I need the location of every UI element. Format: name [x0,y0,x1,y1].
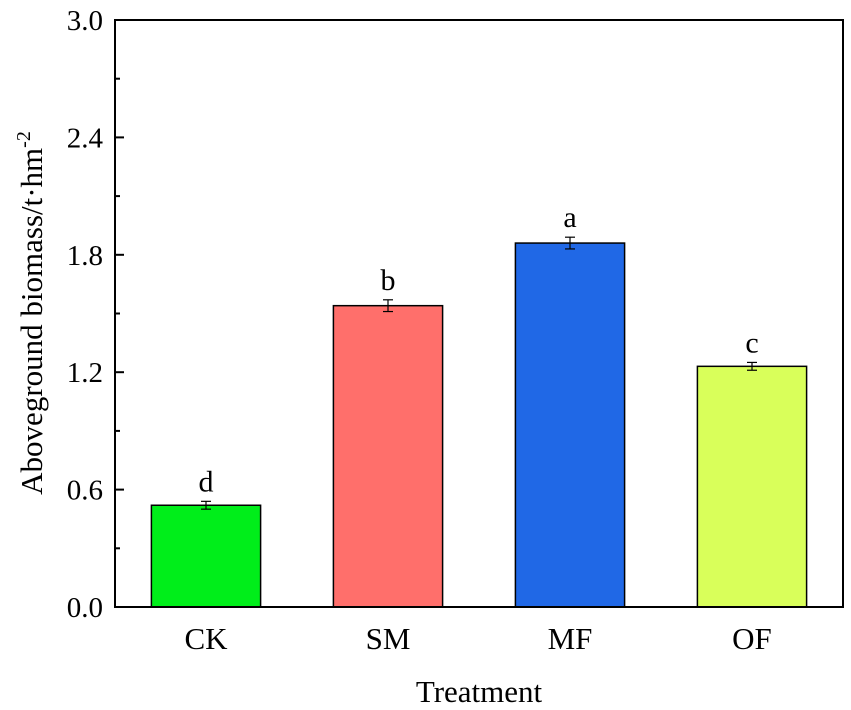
bar-sm [332,304,444,608]
bar-of [696,365,808,608]
y-axis-ticks [115,19,124,608]
bar-ck [150,504,262,608]
y-tick-label: 1.8 [67,240,103,272]
significance-label-sm: b [381,264,396,297]
x-axis-ticks [205,598,753,607]
x-tick-label-of: OF [732,621,772,656]
y-tick-label: 2.4 [67,122,104,154]
labels: 0.0 0.6 1.2 1.8 2.4 3.0 d CK b SM a MF c OF [67,5,772,656]
y-tick-label: 0.0 [67,592,103,624]
y-tick-label: 0.6 [67,475,103,507]
x-tick-label-ck: CK [184,621,228,656]
y-axis-title-superscript: -2 [13,131,35,148]
y-tick-label: 3.0 [67,5,103,37]
x-tick-label-mf: MF [548,621,593,656]
significance-label-mf: a [563,201,576,234]
error-bars [201,236,757,510]
y-tick-label: 1.2 [67,357,103,389]
significance-label-ck: d [199,465,214,498]
significance-label-of: c [745,326,758,359]
plot-frame [114,19,844,608]
y-axis-title: Aboveground biomass/t·hm-2 [13,131,49,495]
y-axis-title-main: Aboveground biomass/t·hm [14,148,49,495]
bars [150,242,808,608]
bar-mf [514,242,626,608]
x-axis-title: Treatment [416,674,543,709]
x-tick-label-sm: SM [366,621,411,656]
